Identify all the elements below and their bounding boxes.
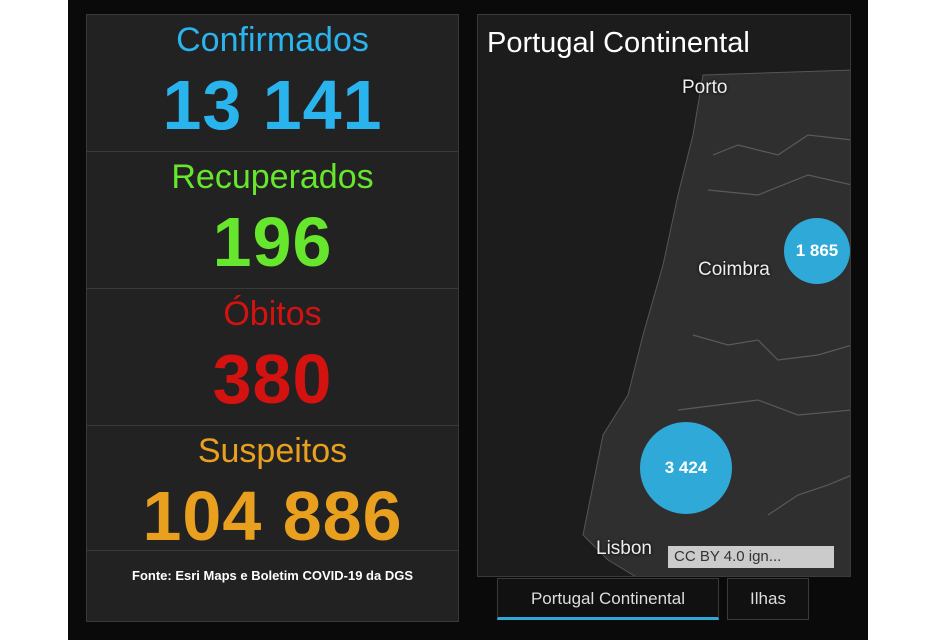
stat-card: Suspeitos 104 886 bbox=[87, 426, 458, 555]
stat-card: Confirmados 13 141 bbox=[87, 15, 458, 152]
stat-label: Óbitos bbox=[223, 295, 322, 333]
stats-panel: Confirmados 13 141 Recuperados 196 Óbito… bbox=[86, 14, 459, 622]
stat-card: Óbitos 380 bbox=[87, 289, 458, 426]
district-borders bbox=[677, 134, 850, 516]
stat-label: Recuperados bbox=[171, 158, 374, 196]
cluster-bubble[interactable]: 1 865 bbox=[784, 218, 850, 284]
stat-value: 380 bbox=[212, 340, 333, 418]
map[interactable]: Portugal Continental Porto Coimbra Lisbo… bbox=[477, 14, 851, 577]
stat-label: Confirmados bbox=[176, 21, 369, 59]
map-attribution[interactable]: CC BY 4.0 ign... bbox=[668, 546, 834, 568]
place-label: Porto bbox=[682, 77, 728, 98]
tab[interactable]: Ilhas bbox=[727, 578, 809, 620]
stat-card: Recuperados 196 bbox=[87, 152, 458, 289]
stat-label: Suspeitos bbox=[197, 432, 348, 470]
source-note: Fonte: Esri Maps e Boletim COVID-19 da D… bbox=[132, 568, 413, 583]
tab-active[interactable]: Portugal Continental bbox=[497, 578, 719, 620]
place-label: Coimbra bbox=[698, 259, 770, 280]
place-label: Lisbon bbox=[596, 538, 652, 559]
map-title: Portugal Continental bbox=[487, 27, 750, 59]
stat-value: 13 141 bbox=[162, 66, 383, 144]
stat-value: 196 bbox=[212, 203, 333, 281]
stat-value: 104 886 bbox=[142, 477, 403, 555]
cluster-bubble[interactable]: 3 424 bbox=[640, 422, 732, 514]
